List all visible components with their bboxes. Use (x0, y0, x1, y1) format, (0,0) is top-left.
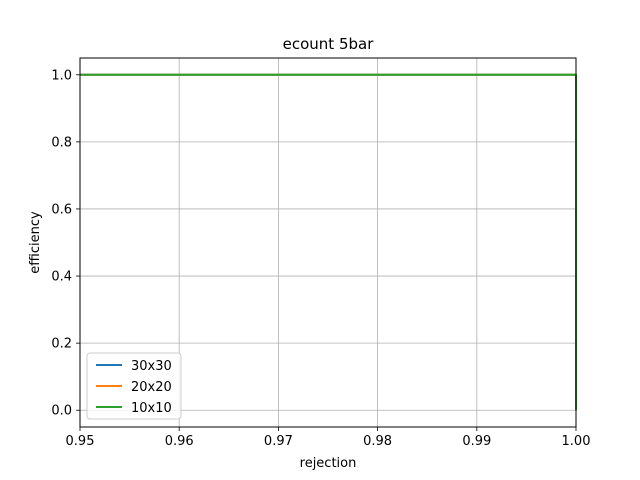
legend-box (86, 352, 182, 420)
x-tick-label: 0.98 (363, 434, 392, 449)
plot-frame (79, 57, 577, 428)
y-tick-label: 0.2 (51, 337, 72, 352)
y-tick-label: 1.0 (51, 68, 72, 83)
legend-label: 20x20 (131, 380, 172, 395)
x-tick-label: 0.95 (66, 434, 95, 449)
y-tick-label: 0.4 (51, 270, 72, 285)
x-tick-label: 0.97 (264, 434, 293, 449)
y-tick-label: 0.0 (51, 404, 72, 419)
x-axis-label: rejection (300, 456, 357, 471)
y-ticks: 0.0 0.2 0.4 0.6 0.8 1.0 (51, 68, 80, 419)
y-tick-label: 0.6 (51, 202, 72, 217)
x-tick-label: 1.00 (562, 434, 591, 449)
x-tick-label: 0.99 (462, 434, 491, 449)
legend-label: 10x10 (131, 401, 172, 416)
y-tick-label: 0.8 (51, 135, 72, 150)
x-ticks: 0.95 0.96 0.97 0.98 0.99 1.00 (66, 427, 591, 449)
chart-title: ecount 5bar (283, 35, 375, 53)
y-axis-label: efficiency (28, 211, 43, 274)
x-tick-label: 0.96 (165, 434, 194, 449)
legend-label: 30x30 (131, 359, 172, 374)
legend: 30x30 20x20 10x10 (86, 352, 182, 420)
